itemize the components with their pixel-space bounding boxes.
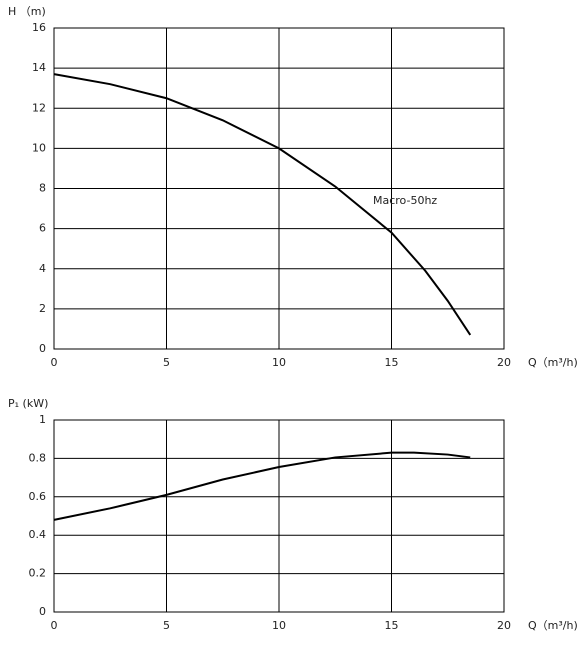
- x-tick-label: 5: [163, 619, 170, 632]
- annotation: Macro-50hz: [373, 194, 437, 207]
- x-axis-label: Q（m³/h): [528, 619, 578, 632]
- y-tick-label: 0: [39, 342, 46, 355]
- x-tick-label: 20: [497, 619, 511, 632]
- y-tick-label: 4: [39, 262, 46, 275]
- y-tick-label: 16: [32, 21, 46, 34]
- x-tick-label: 10: [272, 619, 286, 632]
- y-tick-label: 12: [32, 101, 46, 114]
- x-tick-label: 20: [497, 356, 511, 369]
- curve: [53, 451, 471, 521]
- y-tick-label: 1: [39, 413, 46, 426]
- y-tick-label: 0.6: [29, 490, 47, 503]
- x-tick-label: 0: [51, 356, 58, 369]
- y-tick-label: 14: [32, 61, 46, 74]
- y-tick-label: 6: [39, 222, 46, 235]
- x-tick-label: 15: [385, 356, 399, 369]
- y-tick-label: 8: [39, 182, 46, 195]
- x-tick-label: 15: [385, 619, 399, 632]
- curve: [53, 73, 472, 336]
- y-tick-label: 0.2: [29, 567, 47, 580]
- x-tick-label: 5: [163, 356, 170, 369]
- y-tick-label: 10: [32, 141, 46, 154]
- y-tick-label: 2: [39, 302, 46, 315]
- x-tick-label: 0: [51, 619, 58, 632]
- x-tick-label: 10: [272, 356, 286, 369]
- y-tick-label: 0.4: [29, 528, 47, 541]
- x-axis-label: Q（m³/h): [528, 356, 578, 369]
- y-tick-label: 0: [39, 605, 46, 618]
- y-axis-label: P₁ (kW): [8, 397, 48, 410]
- y-axis-label: H （m): [8, 5, 46, 18]
- y-tick-label: 0.8: [29, 451, 47, 464]
